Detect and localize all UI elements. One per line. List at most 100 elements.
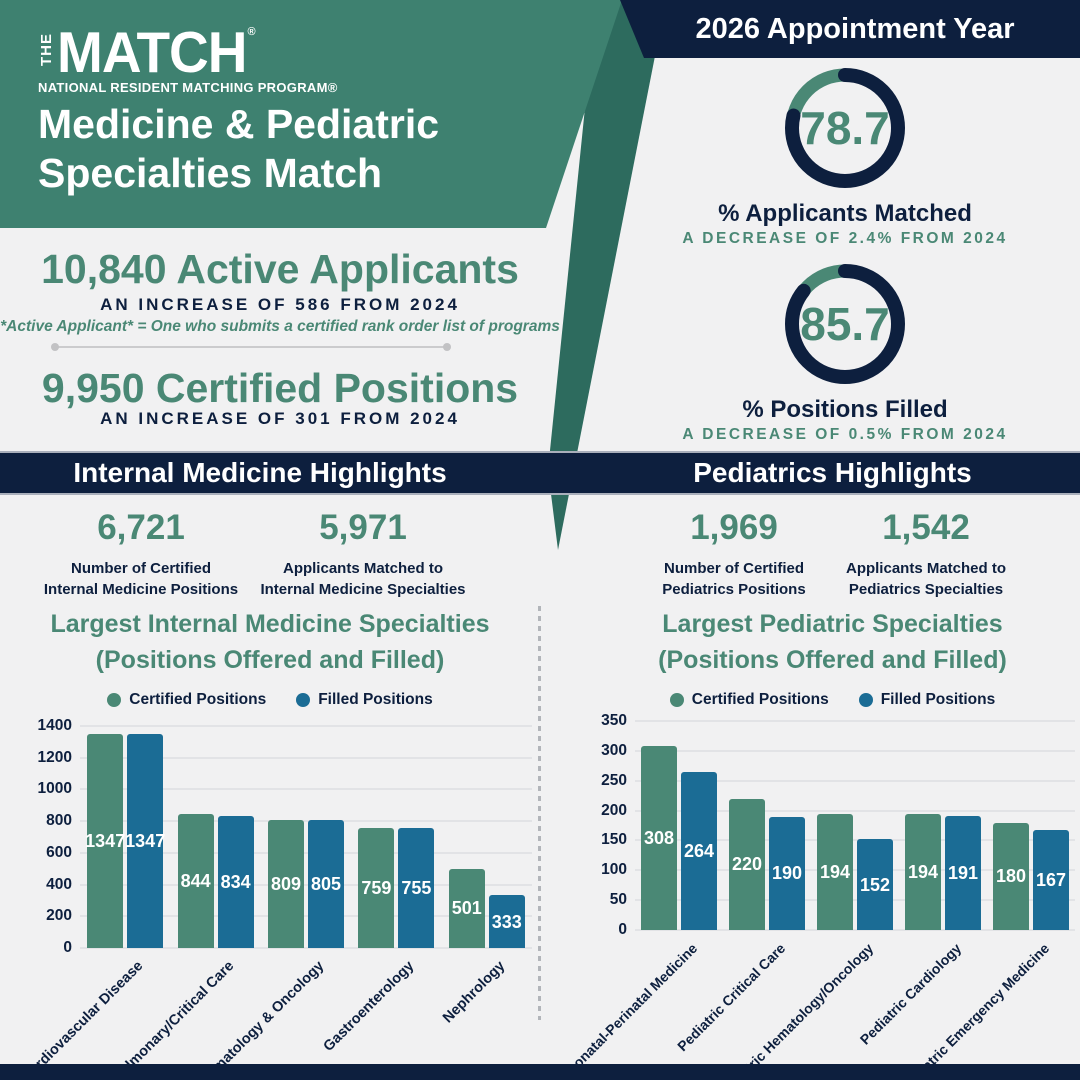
year-banner: 2026 Appointment Year [620, 0, 1080, 58]
legend-filled-label: Filled Positions [318, 691, 433, 708]
the-match-logo: THE MATCH ® NATIONAL RESIDENT MATCHING P… [38, 19, 338, 95]
page-title: Medicine & Pediatric Specialties Match [38, 100, 439, 198]
certified-positions-headline: 9,950 Certified Positions [41, 365, 519, 411]
logo-match-text: MATCH [57, 19, 247, 85]
logo-subtitle: NATIONAL RESIDENT MATCHING PROGRAM® [38, 80, 338, 95]
gridline [80, 725, 532, 727]
bar-value-label: 809 [270, 873, 302, 894]
legend-item-certified: Certified Positions [669, 691, 829, 709]
stat-value: 1,969 [690, 508, 778, 547]
y-axis-tick-label: 150 [601, 831, 627, 849]
stat-caption: Number of Certified Internal Medicine Po… [21, 558, 261, 600]
y-axis-tick-label: 0 [63, 939, 72, 956]
divider-dot-left [51, 343, 59, 351]
bar-value-label: 308 [643, 828, 675, 849]
peds-chart-title-line1: Largest Pediatric Specialties [662, 610, 1003, 638]
gridline [635, 929, 1075, 931]
stat-caption-line1: Applicants Matched to [845, 560, 1006, 577]
gridline [80, 915, 532, 918]
peds-chart-title: Largest Pediatric Specialties (Positions… [585, 606, 1080, 678]
im-chart-legend: Certified Positions Filled Positions [15, 691, 525, 709]
gridline [80, 947, 532, 949]
y-axis-tick-label: 250 [601, 771, 627, 789]
bar-value-label: 755 [401, 878, 432, 899]
im-certified-stat: 6,721 Number of Certified Internal Medic… [21, 508, 261, 600]
peds-chart-legend: Certified Positions Filled Positions [585, 691, 1080, 709]
divider-dot-right [443, 343, 451, 351]
gridline [80, 851, 532, 854]
y-axis-tick-label: 1200 [37, 748, 72, 766]
y-axis-tick-label: 350 [601, 712, 627, 729]
stat-value: 5,971 [319, 508, 407, 547]
bar-certified [177, 814, 214, 948]
bar-value-label: 1347 [85, 831, 126, 852]
bar-value-label: 805 [310, 874, 342, 895]
certified-positions-dot-icon [107, 693, 122, 707]
im-bar-chart: 0 200 400 600 800 1000 1200 1400 1347 844 809 759 50… [20, 690, 540, 1080]
bar-filled [945, 815, 981, 930]
gridline [80, 883, 532, 886]
vertical-dotted-divider [538, 606, 541, 1020]
im-chart-title-line2: (Positions Offered and Filled) [95, 646, 445, 674]
active-applicant-note: *Active Applicant* = One who submits a c… [0, 318, 560, 335]
gridline [635, 869, 1075, 872]
bar-certified [268, 819, 304, 948]
bar-value-label: 180 [995, 866, 1027, 887]
applicants-matched-donut [785, 68, 905, 188]
bar-value-label: 264 [683, 841, 715, 862]
gridline [80, 820, 532, 823]
section-header-bar [0, 451, 1080, 495]
y-axis-tick-label: 100 [601, 861, 627, 879]
stat-caption-line1: Applicants Matched to [282, 560, 443, 577]
legend-item-certified: Certified Positions [107, 691, 266, 709]
bar-certified [905, 814, 941, 930]
y-axis-tick-label: 50 [609, 891, 627, 909]
bar-filled [488, 895, 525, 948]
bar-filled [398, 828, 435, 948]
pediatrics-heading: Pediatrics Highlights [693, 457, 972, 488]
donut-arc [785, 68, 905, 188]
certified-positions-dot-icon [669, 693, 684, 707]
bar-value-label: 333 [491, 911, 522, 932]
bar-value-label: 501 [451, 898, 482, 919]
stat-caption-line1: Number of Certified [663, 560, 804, 577]
bar-certified [817, 814, 853, 930]
bar-value-label: 190 [771, 863, 803, 884]
gridline [635, 839, 1075, 842]
gridline [635, 779, 1075, 782]
y-axis-tick-label: 200 [601, 801, 627, 819]
logo-the-text: THE [38, 33, 55, 67]
y-axis-tick-label: 200 [46, 907, 72, 925]
footer-bar [0, 1064, 1080, 1080]
bar-filled [1033, 830, 1069, 930]
im-matched-stat: 5,971 Applicants Matched to Internal Med… [243, 508, 483, 600]
bar-value-label: 220 [731, 854, 763, 875]
peds-chart-title-line2: (Positions Offered and Filled) [658, 646, 1007, 674]
stat-value: 6,721 [97, 508, 185, 547]
gridline [80, 788, 532, 791]
logo-registered-mark: ® [247, 26, 256, 38]
filled-positions-dot-icon [296, 693, 311, 707]
legend-certified-label: Certified Positions [129, 691, 267, 708]
y-axis-tick-label: 1400 [37, 717, 72, 734]
bar-value-label: 1347 [125, 831, 166, 852]
bar-certified [87, 734, 124, 948]
applicants-matched-label: % Applicants Matched [718, 200, 972, 227]
stat-caption-line2: Internal Medicine Specialties [260, 581, 466, 598]
legend-item-filled: Filled Positions [858, 691, 995, 709]
im-chart-title-line1: Largest Internal Medicine Specialties [50, 610, 490, 638]
internal-medicine-heading: Internal Medicine Highlights [73, 457, 447, 488]
bar-certified [993, 822, 1029, 930]
bar-filled [857, 839, 893, 930]
peds-certified-stat: 1,969 Number of Certified Pediatrics Pos… [614, 508, 854, 600]
positions-filled-value: 85.7 [800, 298, 890, 350]
bar-filled [308, 820, 344, 948]
stat-caption-line1: Number of Certified [70, 560, 211, 577]
page-title-line2: Specialties Match [38, 150, 383, 196]
bar-certified [448, 868, 485, 948]
bar-certified [358, 827, 395, 948]
active-applicants-headline: 10,840 Active Applicants [41, 246, 519, 292]
stat-value: 1,542 [882, 508, 970, 547]
bar-value-label: 194 [819, 862, 851, 883]
gridline [80, 756, 532, 759]
